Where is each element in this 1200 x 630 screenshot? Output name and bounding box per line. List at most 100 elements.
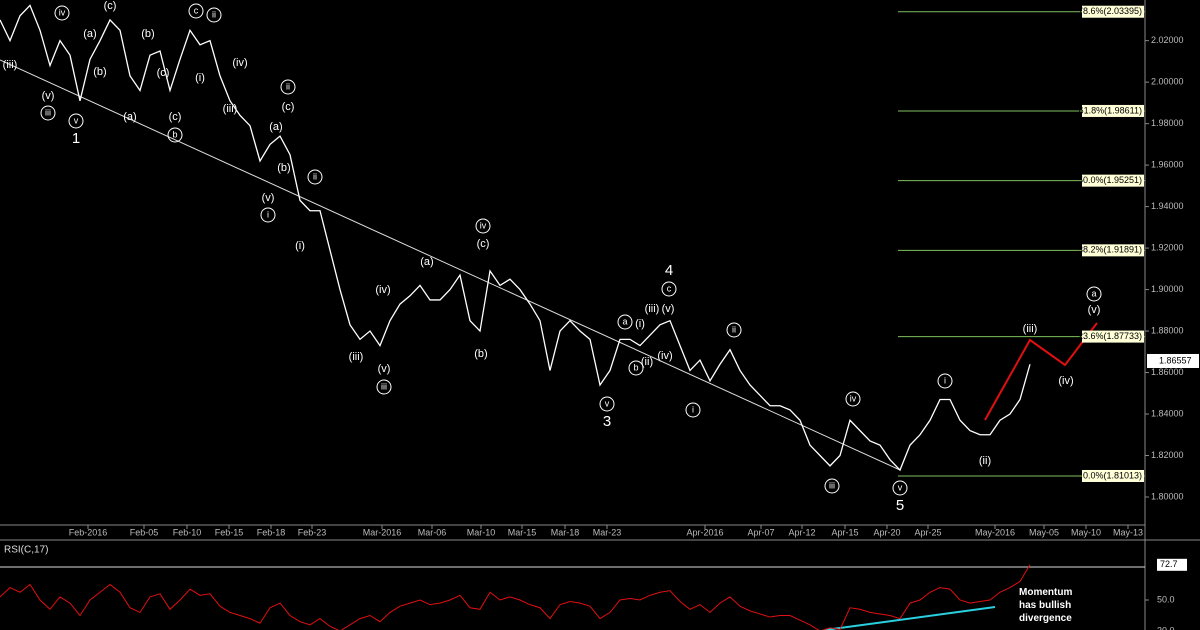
wave-label: i — [944, 375, 946, 385]
wave-circle — [54, 5, 70, 21]
last-price-tag — [1147, 353, 1199, 368]
wave-label: i — [267, 209, 269, 219]
annotation-line: divergence — [1019, 613, 1072, 624]
wave-circle — [628, 360, 644, 376]
wave-label: 3 — [603, 413, 611, 430]
x-tick-label: Apr-12 — [788, 527, 815, 537]
fib-label-bg — [1082, 244, 1144, 257]
x-tick-label: Mar-10 — [467, 527, 496, 537]
wave-circle — [167, 127, 183, 143]
wave-label: (iv) — [375, 284, 390, 296]
wave-label: (i) — [635, 318, 645, 330]
wave-label: iii — [381, 381, 387, 391]
fib-label: 50.0%(1.95251) — [1078, 175, 1142, 185]
wave-label: (b) — [93, 66, 106, 78]
fib-label: 23.6%(1.87733) — [1078, 331, 1142, 341]
x-tick-label: Apr-15 — [831, 527, 858, 537]
wave-label: (iv) — [1058, 375, 1073, 387]
fib-label-bg — [1082, 5, 1144, 18]
wave-label: 1 — [72, 130, 80, 147]
x-tick-label: May-2016 — [975, 527, 1015, 537]
wave-circle — [599, 396, 615, 412]
y-tick-label: 1.80000 — [1151, 491, 1184, 501]
fib-label-bg — [1082, 174, 1144, 187]
y-tick-label: 1.94000 — [1151, 201, 1184, 211]
wave-label: ii — [212, 9, 216, 19]
fib-label: 61.8%(1.98611) — [1079, 105, 1142, 115]
wave-label: (iii) — [1023, 323, 1038, 335]
wave-label: (iii) — [3, 59, 18, 71]
x-tick-label: Mar-06 — [418, 527, 447, 537]
y-tick-label: 2.00000 — [1151, 77, 1184, 87]
rsi-value-tag — [1157, 558, 1187, 571]
wave-label: (a) — [123, 111, 136, 123]
fib-label-bg — [1082, 469, 1144, 482]
x-tick-label: Feb-10 — [173, 527, 202, 537]
x-tick-label: Feb-23 — [298, 527, 327, 537]
wave-circle — [892, 480, 908, 496]
y-tick-label: 1.98000 — [1151, 118, 1184, 128]
wave-label: (v) — [1088, 304, 1101, 316]
wave-label: (v) — [662, 303, 675, 315]
wave-circle — [726, 322, 742, 338]
wave-circle — [40, 105, 56, 121]
fib-label-bg — [1082, 330, 1144, 343]
wave-label: a — [622, 316, 627, 326]
wave-label: b — [172, 129, 177, 139]
y-tick-label: 1.88000 — [1151, 325, 1184, 335]
y-tick-label: 1.92000 — [1151, 242, 1184, 252]
x-tick-label: Apr-2016 — [686, 527, 723, 537]
wave-label: (iii) — [223, 103, 238, 115]
series-group — [0, 564, 1031, 630]
divergence-line — [824, 606, 996, 630]
wave-label: ii — [313, 171, 317, 181]
wave-label: (i) — [295, 240, 305, 252]
wave-label: (c) — [104, 0, 117, 12]
wave-circle — [845, 391, 861, 407]
wave-circle — [376, 379, 392, 395]
wave-label: c — [667, 283, 672, 293]
y-tick-label: 1.82000 — [1151, 450, 1184, 460]
x-tick-label: Mar-15 — [508, 527, 537, 537]
wave-label: (ii) — [641, 356, 653, 368]
wave-label: (iv) — [657, 350, 672, 362]
wave-label: (i) — [195, 72, 205, 84]
wave-label: iv — [480, 220, 487, 230]
wave-label: (v) — [378, 363, 391, 375]
wave-label: (iii) — [349, 351, 364, 363]
wave-label: (b) — [141, 28, 154, 40]
trendline — [0, 59, 901, 471]
wave-label: ii — [732, 324, 736, 334]
y-tick-label: 1.90000 — [1151, 284, 1184, 294]
wave-label: c — [194, 5, 199, 15]
annotation-line: has bullish — [1019, 600, 1071, 611]
y-tick-label: 2.02000 — [1151, 35, 1184, 45]
wave-label: iii — [45, 107, 51, 117]
last-price-label: 1.86557 — [1159, 355, 1192, 365]
fib-label-bg — [1082, 104, 1144, 117]
wave-label: (c) — [477, 238, 490, 250]
projection — [984, 322, 1098, 421]
y-tick-label: 30.0 — [1157, 625, 1175, 630]
rsi-title: RSI(C,17) — [4, 545, 48, 556]
wave-label: (ii) — [979, 455, 991, 467]
wave-circle — [68, 113, 84, 129]
x-tick-label: Apr-25 — [914, 527, 941, 537]
wave-circle — [307, 169, 323, 185]
wave-label: (a) — [269, 121, 282, 133]
wave-label: b — [633, 362, 638, 372]
wave-label: (c) — [157, 67, 170, 79]
x-tick-label: May-10 — [1071, 527, 1101, 537]
wave-label: (iv) — [232, 57, 247, 69]
x-tick-label: Mar-23 — [593, 527, 622, 537]
x-tick-label: Feb-18 — [257, 527, 286, 537]
x-tick-label: Feb-2016 — [69, 527, 108, 537]
wave-circle — [1086, 286, 1102, 302]
wave-circle — [260, 207, 276, 223]
wave-circle — [280, 79, 296, 95]
wave-circle — [617, 314, 633, 330]
rsi-value-label: 72.7 — [1160, 559, 1178, 569]
x-tick-label: Feb-15 — [215, 527, 244, 537]
y-tick-label: 1.86000 — [1151, 367, 1184, 377]
wave-label: v — [605, 398, 610, 408]
